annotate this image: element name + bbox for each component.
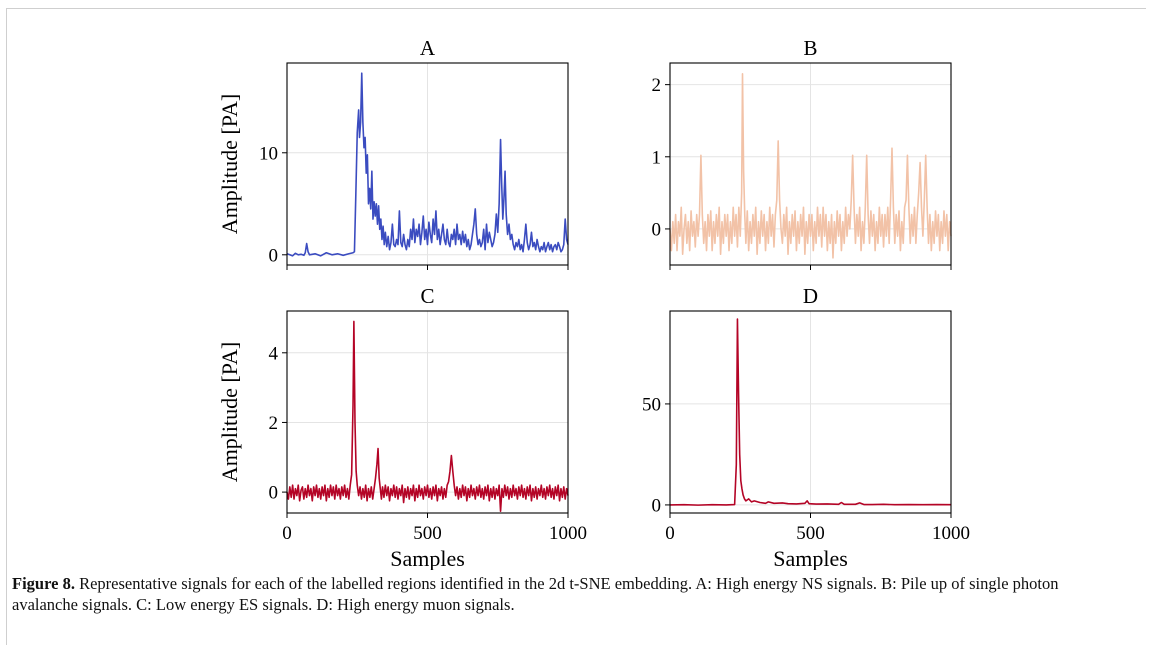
panel-b-ytick-label: 0 [652,219,662,240]
panel-d-series-line [669,318,952,506]
panel-c-ytick-label: 2 [269,413,279,434]
panel-a-ytick-label: 0 [269,245,279,266]
panel-d-ytick-label: 50 [642,394,661,415]
panel-b-ytick-label: 2 [652,75,662,96]
caption-label: Figure 8. [12,574,75,593]
panel-c-ylabel: Amplitude [PA] [217,342,242,482]
panel-d-title: D [803,284,818,308]
panel-d-xtick-label: 1000 [932,523,970,544]
figure-caption: Figure 8. Representative signals for eac… [12,573,1122,615]
panel-c-series-line [286,320,569,513]
panel-a: 0 10 A Amplitude [PA] [217,36,569,270]
panel-b-title: B [803,36,817,60]
panel-b-ytick-label: 1 [652,147,662,168]
panel-c-xtick-label: 0 [282,523,292,544]
panel-d-xtick-label: 500 [796,523,825,544]
caption-text: Representative signals for each of the l… [12,574,1059,614]
panel-c-ytick-label: 0 [269,483,279,504]
panel-a-series-line [286,72,569,257]
panel-a-ytick-label: 10 [259,143,278,164]
panel-b: 0 1 2 B [652,36,952,270]
panel-d: 0 500 1000 0 50 D Samples [642,284,970,570]
panel-c: 0 500 1000 0 2 4 C Samples Amplitude [PA] [217,284,587,570]
panel-d-xtick-label: 0 [665,523,675,544]
panel-c-xtick-label: 1000 [549,523,587,544]
panel-c-title: C [420,284,434,308]
panel-d-ytick-label: 0 [652,495,662,516]
panel-a-title: A [420,36,436,60]
panel-c-xtick-label: 500 [413,523,442,544]
panel-c-ytick-label: 4 [269,343,279,364]
panel-b-series-line [669,73,952,259]
panel-d-xlabel: Samples [773,546,848,570]
figure-frame [6,8,1146,645]
panel-a-ylabel: Amplitude [PA] [217,94,242,234]
panel-c-xlabel: Samples [390,546,465,570]
